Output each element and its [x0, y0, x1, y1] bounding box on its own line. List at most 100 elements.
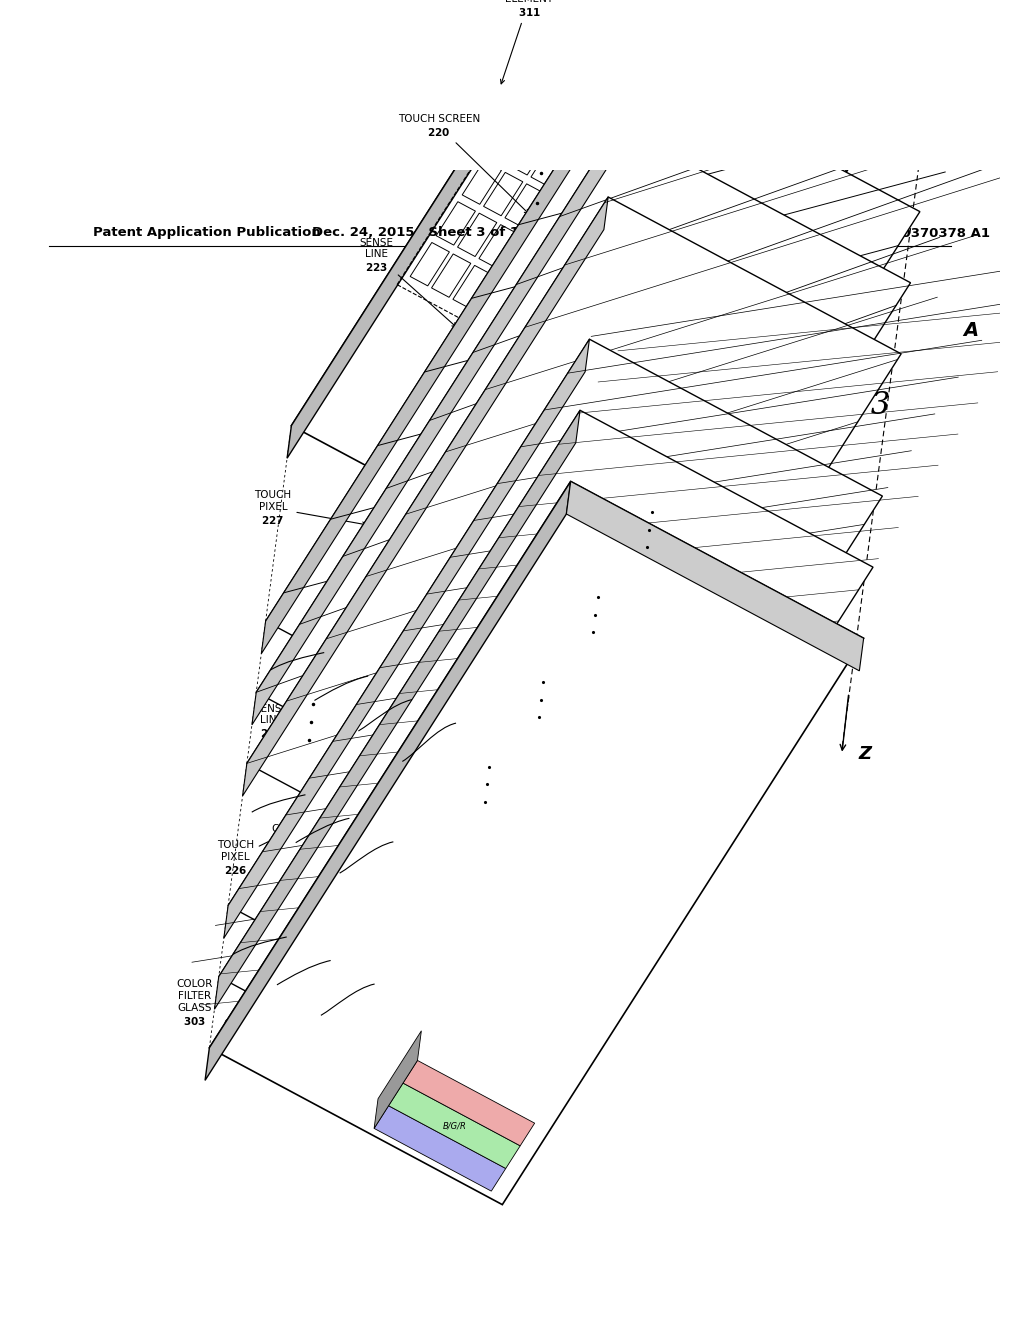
Text: DRIVE
LINE
$\bf{222}$: DRIVE LINE $\bf{222}$	[548, 543, 610, 644]
Text: TOUCH
PIXEL
$\bf{227}$: TOUCH PIXEL $\bf{227}$	[254, 490, 367, 527]
Polygon shape	[638, 201, 677, 244]
Polygon shape	[205, 482, 570, 1080]
Polygon shape	[849, 95, 888, 137]
Polygon shape	[667, 380, 706, 424]
Polygon shape	[702, 235, 741, 279]
Polygon shape	[569, 218, 608, 261]
Polygon shape	[501, 236, 540, 280]
Polygon shape	[591, 230, 630, 273]
Text: Z: Z	[858, 746, 871, 763]
Text: BUFFER
REGION
$\bf{313}$: BUFFER REGION $\bf{313}$	[505, 525, 582, 618]
Polygon shape	[483, 173, 523, 215]
Polygon shape	[531, 143, 570, 186]
Polygon shape	[479, 224, 518, 268]
Polygon shape	[642, 148, 682, 191]
Polygon shape	[548, 207, 587, 249]
Polygon shape	[616, 189, 655, 232]
Polygon shape	[833, 30, 871, 74]
Polygon shape	[681, 223, 720, 267]
Polygon shape	[583, 62, 623, 104]
Polygon shape	[536, 91, 574, 135]
Polygon shape	[436, 202, 475, 246]
Polygon shape	[488, 120, 527, 164]
Polygon shape	[659, 211, 698, 255]
Text: COLOR
FILTER
$\bf{305}$: COLOR FILTER $\bf{305}$	[223, 1011, 350, 1055]
Polygon shape	[564, 271, 604, 314]
Polygon shape	[678, 3, 717, 46]
Polygon shape	[712, 131, 751, 173]
Polygon shape	[629, 305, 668, 348]
Text: DRIVE
LINE
$\bf{222}$: DRIVE LINE $\bf{222}$	[481, 488, 571, 556]
Polygon shape	[656, 0, 695, 34]
Polygon shape	[496, 288, 535, 331]
Polygon shape	[797, 176, 837, 219]
Polygon shape	[543, 259, 583, 302]
Polygon shape	[811, 20, 850, 62]
Polygon shape	[823, 135, 862, 178]
Polygon shape	[725, 0, 765, 17]
Polygon shape	[672, 327, 711, 371]
Polygon shape	[539, 312, 578, 355]
Polygon shape	[737, 90, 776, 133]
Polygon shape	[763, 49, 803, 92]
Polygon shape	[526, 195, 565, 239]
Text: B/G/R: B/G/R	[442, 1121, 466, 1130]
Polygon shape	[462, 161, 502, 205]
Polygon shape	[570, 393, 592, 414]
Polygon shape	[214, 411, 580, 1010]
Text: CONTACT
PAD
$\bf{307}$: CONTACT PAD $\bf{307}$	[271, 824, 409, 867]
Polygon shape	[600, 125, 639, 169]
Polygon shape	[554, 385, 577, 407]
Polygon shape	[635, 0, 674, 24]
Polygon shape	[411, 243, 450, 286]
Polygon shape	[573, 166, 613, 210]
Polygon shape	[728, 194, 767, 238]
Polygon shape	[626, 84, 665, 128]
Polygon shape	[228, 339, 883, 1063]
Text: CONDUCTIVE
WIRE
$\bf{301}$: CONDUCTIVE WIRE $\bf{301}$	[253, 865, 406, 921]
Polygon shape	[669, 107, 708, 150]
Text: TOUCH
PIXEL
$\bf{226}$: TOUCH PIXEL $\bf{226}$	[217, 812, 330, 875]
Polygon shape	[742, 37, 781, 81]
Polygon shape	[247, 197, 901, 920]
Polygon shape	[252, 125, 617, 725]
Polygon shape	[403, 1060, 535, 1146]
Polygon shape	[560, 322, 599, 366]
Text: TOUCH SCREEN
$\bf{220}$: TOUCH SCREEN $\bf{220}$	[397, 114, 528, 214]
Polygon shape	[521, 248, 561, 290]
Polygon shape	[579, 114, 617, 157]
Polygon shape	[612, 242, 651, 285]
Polygon shape	[854, 42, 893, 86]
Polygon shape	[733, 141, 772, 185]
Polygon shape	[209, 482, 863, 1205]
Polygon shape	[721, 25, 760, 69]
Polygon shape	[566, 482, 863, 671]
Polygon shape	[581, 376, 603, 397]
Polygon shape	[565, 368, 587, 389]
Polygon shape	[648, 0, 946, 49]
Polygon shape	[582, 334, 621, 378]
Polygon shape	[754, 153, 794, 197]
Text: CIRCUIT
ELEMENT
$\bf{311}$: CIRCUIT ELEMENT $\bf{311}$	[501, 0, 553, 84]
Polygon shape	[224, 339, 590, 939]
Polygon shape	[693, 339, 732, 383]
Polygon shape	[827, 83, 866, 127]
Polygon shape	[282, 756, 552, 968]
Polygon shape	[549, 359, 571, 380]
Polygon shape	[586, 282, 625, 325]
Text: A: A	[964, 322, 979, 341]
Polygon shape	[602, 346, 642, 389]
Text: PIXEL
MATERIAL
$\bf{315}$: PIXEL MATERIAL $\bf{315}$	[470, 396, 575, 471]
Polygon shape	[874, 54, 914, 98]
Polygon shape	[256, 125, 910, 849]
Polygon shape	[566, 0, 605, 41]
Polygon shape	[815, 0, 855, 11]
Polygon shape	[673, 55, 713, 99]
Polygon shape	[699, 15, 738, 58]
Polygon shape	[278, 756, 346, 891]
Polygon shape	[771, 216, 810, 260]
Polygon shape	[802, 124, 841, 168]
Text: Patent Application Publication: Patent Application Publication	[93, 226, 321, 239]
Polygon shape	[631, 32, 670, 75]
Polygon shape	[719, 298, 758, 342]
